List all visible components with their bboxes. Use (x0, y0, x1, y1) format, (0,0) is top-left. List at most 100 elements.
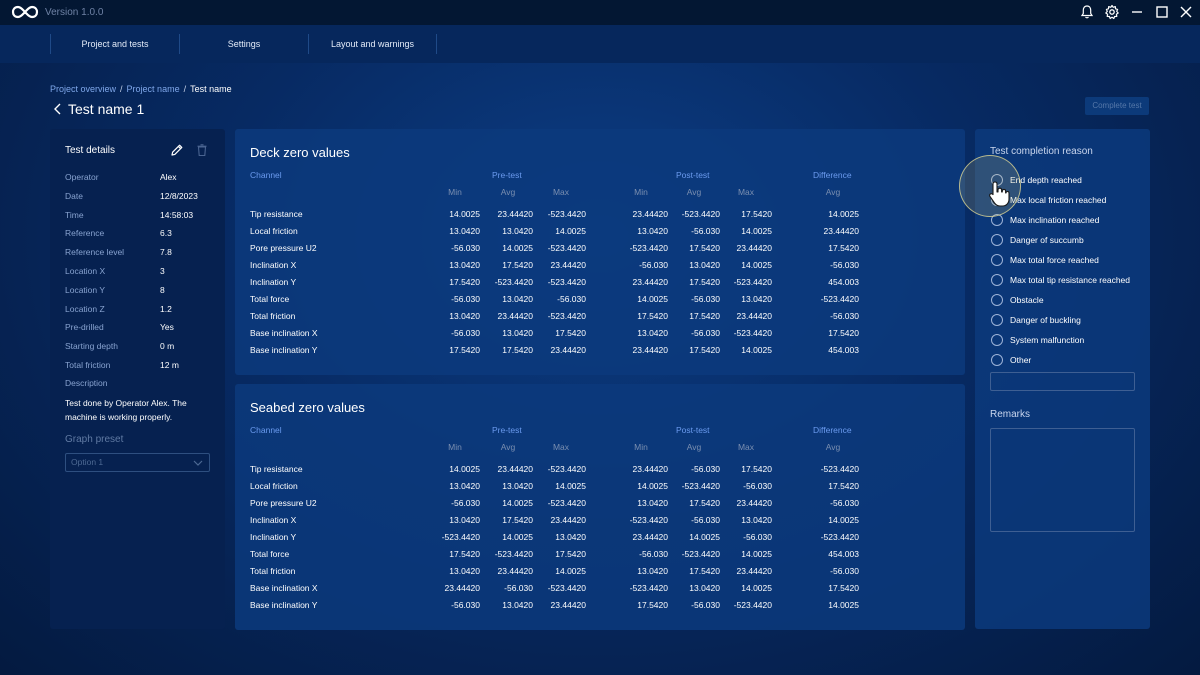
radio-button[interactable] (991, 234, 1003, 246)
radio-button[interactable] (991, 334, 1003, 346)
table-cell: -56.030 (451, 294, 480, 304)
radio-button[interactable] (991, 254, 1003, 266)
table-cell: 13.0420 (502, 294, 533, 304)
table-row-channel: Inclination Y (250, 532, 297, 542)
post-min-header: Min (634, 187, 648, 197)
chevron-down-icon (193, 460, 203, 466)
table-cell: -56.030 (691, 226, 720, 236)
table-cell: 14.0025 (741, 226, 772, 236)
table-cell: 14.0025 (828, 209, 859, 219)
table-cell: 17.5420 (828, 583, 859, 593)
completion-reason-option[interactable]: Danger of succumb (991, 234, 1084, 246)
table-row-channel: Local friction (250, 481, 298, 491)
completion-reason-label: Max inclination reached (1010, 215, 1100, 225)
table-cell: -523.4420 (547, 464, 586, 474)
remarks-textarea[interactable] (990, 428, 1135, 532)
table-cell: 17.5420 (449, 345, 480, 355)
table-cell: 17.5420 (449, 549, 480, 559)
table-cell: 17.5420 (637, 600, 668, 610)
detail-label-total-friction: Total friction (65, 360, 111, 370)
table-cell: 17.5420 (555, 549, 586, 559)
table-row-channel: Local friction (250, 226, 298, 236)
tab-layout-and-warnings[interactable]: Layout and warnings (308, 34, 437, 54)
table-cell: 13.0420 (689, 583, 720, 593)
pre-max-header: Max (552, 187, 570, 197)
breadcrumb-project-name[interactable]: Project name (126, 84, 180, 94)
table-cell: -523.4420 (547, 243, 586, 253)
difference-avg-header: Avg (825, 187, 841, 197)
table-cell: 13.0420 (502, 600, 533, 610)
table-row-channel: Base inclination Y (250, 345, 318, 355)
breadcrumb-project-overview[interactable]: Project overview (50, 84, 117, 94)
table-cell: -523.4420 (494, 549, 533, 559)
table-row-channel: Tip resistance (250, 209, 303, 219)
trash-icon[interactable] (196, 143, 208, 157)
table-cell: 23.44420 (632, 464, 668, 474)
table-cell: 23.44420 (632, 209, 668, 219)
table-cell: 23.44420 (444, 583, 480, 593)
table-cell: -523.4420 (820, 464, 859, 474)
table-cell: -56.030 (451, 600, 480, 610)
completion-reason-option[interactable]: Obstacle (991, 294, 1044, 306)
completion-reason-option[interactable]: Other (991, 354, 1031, 366)
completion-reason-option[interactable]: Max total force reached (991, 254, 1099, 266)
chevron-left-icon[interactable] (52, 102, 64, 116)
completion-reason-label: End depth reached (1010, 175, 1082, 185)
difference-header: Difference (813, 425, 852, 435)
table-cell: 14.0025 (502, 498, 533, 508)
table-row-channel: Inclination X (250, 515, 297, 525)
table-cell: 23.44420 (550, 345, 586, 355)
table-cell: 17.5420 (502, 515, 533, 525)
pencil-icon[interactable] (170, 143, 184, 157)
table-cell: 14.0025 (555, 566, 586, 576)
detail-label-operator: Operator (65, 172, 99, 182)
minimize-button[interactable] (1129, 4, 1145, 20)
completion-reason-option[interactable]: Max total tip resistance reached (991, 274, 1130, 286)
table-cell: 13.0420 (637, 226, 668, 236)
table-cell: 13.0420 (449, 260, 480, 270)
table-cell: -523.4420 (681, 549, 720, 559)
pre-max-header: Max (552, 442, 570, 452)
breadcrumb-test-name: Test name (190, 84, 232, 94)
completion-reason-option[interactable]: Danger of buckling (991, 314, 1081, 326)
graph-preset-label: Graph preset (65, 434, 124, 445)
tab-project-and-tests[interactable]: Project and tests (50, 34, 179, 54)
table-row-channel: Pore pressure U2 (250, 498, 317, 508)
table-cell: 23.44420 (632, 532, 668, 542)
table-cell: 13.0420 (741, 294, 772, 304)
tab-settings[interactable]: Settings (179, 34, 308, 54)
radio-button[interactable] (991, 294, 1003, 306)
table-cell: -523.4420 (733, 600, 772, 610)
detail-value-reference-level: 7.8 (160, 247, 172, 257)
table-row-channel: Total force (250, 294, 290, 304)
difference-header: Difference (813, 170, 852, 180)
table-row-channel: Total force (250, 549, 290, 559)
complete-test-button[interactable]: Complete test (1085, 97, 1149, 115)
table-cell: -56.030 (691, 515, 720, 525)
notifications-button[interactable] (1079, 4, 1095, 20)
pre-min-header: Min (448, 187, 462, 197)
detail-value-location-z: 1.2 (160, 304, 172, 314)
graph-preset-select[interactable]: Option 1 (65, 453, 210, 472)
radio-button[interactable] (991, 314, 1003, 326)
table-cell: 23.44420 (632, 345, 668, 355)
table-cell: -56.030 (451, 243, 480, 253)
table-cell: -523.4420 (441, 532, 480, 542)
other-reason-input[interactable] (990, 372, 1135, 391)
maximize-button[interactable] (1154, 4, 1170, 20)
radio-button[interactable] (991, 354, 1003, 366)
page-title-row: Test name 1 (52, 101, 144, 117)
table-cell: 23.44420 (823, 226, 859, 236)
radio-button[interactable] (991, 274, 1003, 286)
table-cell: -523.4420 (820, 294, 859, 304)
completion-reason-option[interactable]: System malfunction (991, 334, 1084, 346)
detail-value-total-friction: 12 m (160, 360, 179, 370)
table-cell: 13.0420 (449, 515, 480, 525)
table-cell: 23.44420 (497, 566, 533, 576)
close-button[interactable] (1178, 4, 1194, 20)
close-icon (1180, 6, 1192, 18)
completion-reason-option[interactable]: Max inclination reached (991, 214, 1099, 226)
settings-button[interactable] (1104, 4, 1120, 20)
table-row-channel: Inclination X (250, 260, 297, 270)
table-cell: 17.5420 (689, 566, 720, 576)
